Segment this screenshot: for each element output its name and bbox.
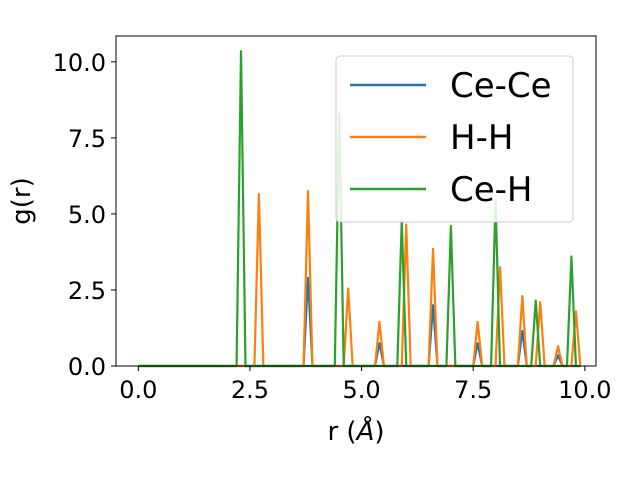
legend-label-ce-ce: Ce-Ce — [450, 66, 552, 106]
legend-label-ce-h: Ce-H — [450, 170, 533, 210]
y-tick-label: 5.0 — [68, 201, 106, 229]
legend-label-h-h: H-H — [450, 118, 513, 158]
y-axis-label: g(r) — [7, 177, 37, 224]
legend-box — [335, 55, 574, 223]
y-tick-label: 7.5 — [68, 125, 106, 153]
plot-frame — [115, 35, 597, 367]
x-tick-label: 2.5 — [231, 376, 269, 404]
legend: Ce-Ce H-H Ce-H — [335, 55, 574, 223]
y-tick-label: 0.0 — [68, 353, 106, 381]
x-tick-label: 10.0 — [558, 376, 611, 404]
y-tick-label: 2.5 — [68, 277, 106, 305]
x-tick-label: 5.0 — [342, 376, 380, 404]
x-tick-label: 7.5 — [454, 376, 492, 404]
y-axis: 0.0 2.5 5.0 7.5 10.0 — [53, 49, 116, 381]
series-line-ce-ce — [138, 276, 581, 368]
x-axis-label: r (Å) — [327, 415, 384, 447]
y-tick-label: 10.0 — [53, 49, 106, 77]
x-tick-label: 0.0 — [119, 376, 157, 404]
x-axis: 0.0 2.5 5.0 7.5 10.0 — [119, 366, 612, 404]
